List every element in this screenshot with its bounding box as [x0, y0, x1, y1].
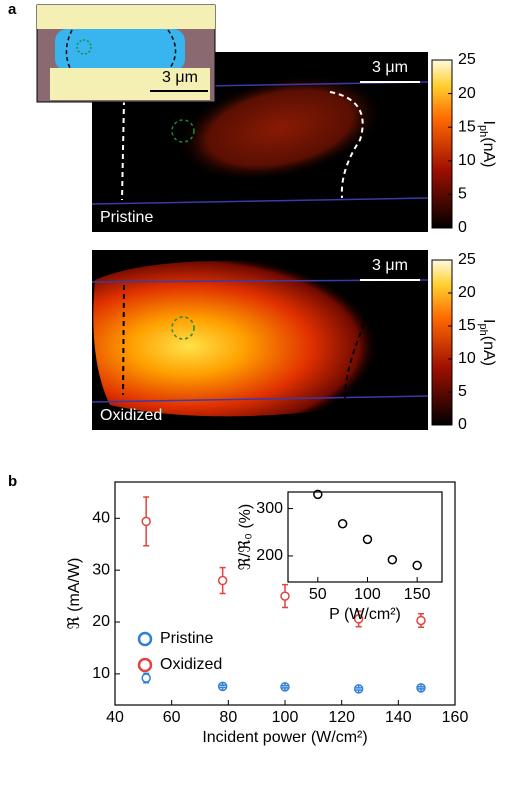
- error-bar: [418, 683, 424, 692]
- y-tick-label: 200: [256, 547, 283, 564]
- marker: [353, 684, 364, 694]
- colorbar-label: Iph(nA): [477, 121, 497, 168]
- x-tick-label: 60: [163, 709, 181, 726]
- marker: [141, 516, 151, 527]
- label-symbol: I: [480, 121, 497, 125]
- error-bar: [282, 682, 288, 691]
- marker: [313, 489, 323, 500]
- colorbar-tick-label: 5: [458, 383, 467, 400]
- x-tick-label: 160: [442, 709, 469, 726]
- error-bar: [219, 566, 226, 595]
- colorbar-tick-label: 0: [458, 219, 467, 236]
- x-tick-label: 120: [328, 709, 355, 726]
- colorbar: [431, 259, 453, 426]
- error-bar: [219, 682, 226, 691]
- label-unit: (nA): [480, 137, 497, 167]
- colorbar-tick-label: 5: [458, 186, 467, 203]
- colorbar-tick-label: 10: [458, 350, 476, 367]
- colorbar-tick-label: 20: [458, 85, 476, 102]
- marker: [416, 615, 426, 626]
- legend-label: Pristine: [160, 630, 213, 647]
- scale-bar-label: 3 μm: [372, 257, 408, 274]
- marker: [416, 683, 426, 693]
- legend-marker: [137, 657, 153, 673]
- error-bar: [355, 610, 362, 628]
- error-bar: [355, 684, 362, 693]
- x-axis-label: P (W/cm²): [329, 606, 401, 623]
- x-tick-label: 80: [219, 709, 237, 726]
- marker: [412, 560, 422, 571]
- marker: [280, 591, 290, 601]
- y-tick-label: 20: [92, 613, 110, 630]
- colorbar-tick-label: 10: [458, 152, 476, 169]
- y-tick-label: 40: [92, 510, 110, 527]
- x-tick-label: 50: [309, 586, 327, 603]
- y-axis-label: ℜ/ℜ₀ (%): [237, 504, 254, 570]
- legend-marker: [137, 631, 153, 647]
- colorbar: [431, 59, 453, 229]
- x-tick-label: 100: [354, 586, 381, 603]
- x-tick-label: 40: [106, 709, 124, 726]
- colorbar-tick-label: 20: [458, 284, 476, 301]
- map-pristine: [91, 52, 429, 232]
- optical-image: [36, 4, 216, 103]
- x-tick-label: 140: [385, 709, 412, 726]
- marker: [280, 682, 290, 692]
- marker: [353, 614, 364, 624]
- error-bar: [418, 612, 424, 628]
- map-label: Oxidized: [100, 407, 162, 424]
- label-subscript: ph: [477, 323, 489, 335]
- scale-bar-label: 3 μm: [162, 69, 198, 86]
- y-tick-label: 30: [92, 561, 110, 578]
- marker: [362, 534, 373, 545]
- map-label: Pristine: [100, 209, 153, 226]
- x-tick-label: 100: [272, 709, 299, 726]
- label-symbol: I: [480, 319, 497, 323]
- map-oxidized: [91, 250, 429, 430]
- legend-label: Oxidized: [160, 656, 222, 673]
- panel-label: b: [8, 473, 17, 490]
- y-axis-label: ℜ (mA/W): [66, 558, 83, 630]
- x-tick-label: 150: [404, 586, 431, 603]
- colorbar-label: Iph(nA): [477, 319, 497, 366]
- colorbar-tick-label: 25: [458, 51, 476, 68]
- x-axis-label: Incident power (W/cm²): [202, 729, 367, 746]
- y-tick-label: 10: [92, 665, 110, 682]
- error-bar: [143, 496, 150, 547]
- panel-label: a: [8, 1, 17, 18]
- marker: [387, 554, 398, 565]
- marker: [217, 681, 228, 692]
- marker: [217, 575, 228, 586]
- y-tick-label: 300: [256, 500, 283, 517]
- error-bar: [282, 583, 288, 609]
- label-unit: (nA): [480, 336, 497, 366]
- colorbar-tick-label: 25: [458, 251, 476, 268]
- colorbar-tick-label: 0: [458, 416, 467, 433]
- plot-frame: [287, 491, 443, 583]
- colorbar-tick-label: 15: [458, 118, 476, 135]
- colorbar-tick-label: 15: [458, 317, 476, 334]
- label-subscript: ph: [477, 125, 489, 137]
- marker: [141, 673, 151, 683]
- marker: [337, 518, 348, 529]
- scale-bar-label: 3 μm: [372, 59, 408, 76]
